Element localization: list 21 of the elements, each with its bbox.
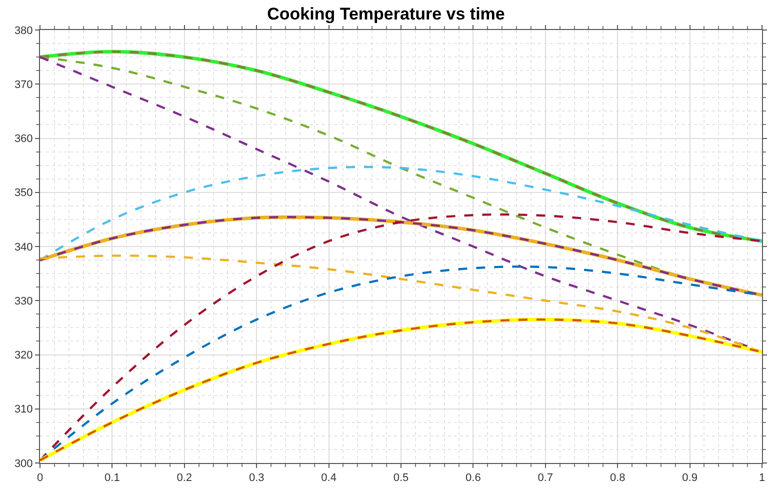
y-tick-label: 300	[14, 458, 33, 470]
x-tick-label: 0	[36, 472, 44, 484]
y-tick-label: 350	[14, 187, 33, 200]
y-tick-label: 360	[14, 133, 33, 146]
y-tick-label: 320	[14, 350, 33, 362]
y-tick-label: 340	[14, 241, 33, 254]
y-tick-label: 380	[14, 24, 33, 37]
x-tick-label: 0.5	[393, 472, 409, 484]
x-tick-label: 0.2	[176, 472, 192, 484]
y-tick-label: 310	[14, 404, 33, 416]
x-tick-label: 0.8	[610, 472, 626, 484]
chart-title: Cooking Temperature vs time	[267, 4, 505, 24]
x-tick-label: 0.9	[682, 472, 698, 484]
x-tick-label: 0.7	[538, 472, 554, 484]
x-tick-label: 0.1	[104, 472, 120, 484]
y-tick-label: 330	[14, 295, 33, 308]
x-tick-label: 0.3	[248, 472, 264, 484]
x-tick-label: 1	[758, 472, 766, 484]
x-tick-label: 0.6	[466, 472, 481, 484]
x-tick-label: 0.4	[321, 472, 336, 484]
y-tick-label: 370	[14, 78, 33, 91]
